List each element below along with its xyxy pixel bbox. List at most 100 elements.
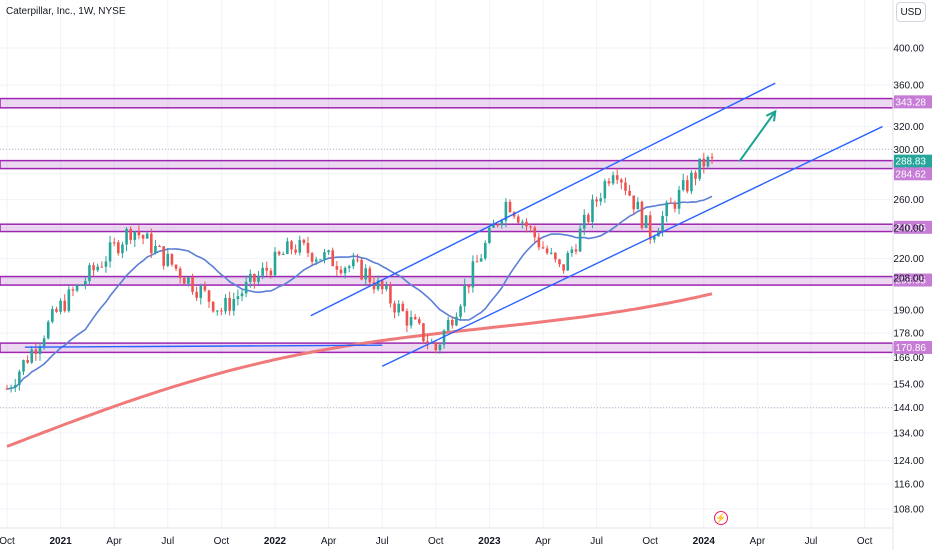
candle-body: [566, 252, 570, 271]
zone-band: [0, 275, 894, 286]
candle-body: [298, 239, 302, 253]
candle-body: [191, 277, 194, 292]
candle-body: [84, 281, 87, 285]
candle-body: [702, 158, 706, 167]
x-tick-label: Jul: [590, 536, 603, 547]
candle-body: [599, 198, 603, 202]
candle-body: [648, 215, 652, 240]
candle-body: [360, 259, 363, 280]
lightning-icon[interactable]: ⚡: [714, 511, 728, 525]
zone-price-tag: [894, 340, 932, 354]
zone-price-tag: [894, 273, 932, 287]
zone-band: [0, 159, 894, 170]
candle-body: [483, 242, 487, 259]
current-price-label: 288.83: [895, 157, 926, 168]
currency-button[interactable]: USD: [896, 2, 926, 22]
candle-body: [352, 259, 355, 267]
candle-body: [104, 261, 108, 267]
candle-body: [669, 202, 673, 204]
candle-body: [38, 346, 42, 355]
candle-body: [92, 265, 95, 271]
trend-drawings[interactable]: [24, 82, 883, 367]
candle-body: [63, 300, 67, 311]
candle-body: [88, 265, 91, 282]
candle-body: [302, 239, 306, 243]
support-resistance-zones[interactable]: 343.28 288.83 240.36 206.95 170.86: [0, 95, 932, 354]
candle-body: [710, 156, 714, 159]
candle-body: [166, 253, 170, 266]
candle-body: [240, 293, 244, 297]
candle-body: [463, 285, 466, 307]
candle-body: [59, 300, 62, 312]
candle-body: [591, 199, 594, 222]
x-tick-label: Jul: [161, 536, 174, 547]
candle-body: [525, 221, 528, 227]
candle-body: [615, 175, 619, 180]
y-tick-label: 320.00: [893, 122, 924, 133]
candle-body: [694, 172, 697, 179]
candle-body: [529, 226, 532, 228]
moving-averages: [6, 195, 713, 448]
candle-body: [232, 299, 236, 311]
candle-body: [624, 182, 627, 191]
x-tick-label: Apr: [750, 536, 766, 547]
candle-body: [269, 270, 273, 276]
candle-body: [323, 252, 326, 260]
x-tick-label: 2023: [478, 536, 501, 547]
candle-body: [108, 242, 112, 262]
candle-body: [574, 249, 578, 252]
zone-price-tag: [894, 220, 932, 234]
candle-body: [438, 344, 442, 351]
candle-body: [244, 281, 248, 294]
candle-body: [475, 261, 479, 263]
candle-body: [558, 259, 561, 265]
candle-body: [150, 233, 153, 253]
arrow-line: [738, 110, 777, 162]
candle-body: [129, 228, 132, 240]
x-axis: Oct 2021 Apr Jul Oct 2022 Apr Jul Oct 2023 Apr Jul O…: [0, 527, 893, 547]
x-tick-label: Apr: [106, 536, 122, 547]
candle-body: [582, 214, 586, 229]
candle-body: [79, 284, 83, 286]
x-tick-label: Oct: [857, 536, 873, 547]
candle-body: [137, 231, 141, 236]
candle-body: [327, 250, 330, 253]
candle-body: [294, 249, 297, 253]
candle-body: [13, 385, 17, 388]
candle-body: [496, 224, 499, 226]
candle-body: [673, 202, 677, 209]
x-tick-label: Oct: [642, 536, 658, 547]
y-tick-label: 144.00: [893, 403, 924, 414]
candle-body: [401, 303, 405, 312]
x-tick-label: 2022: [264, 536, 287, 547]
candle-body: [228, 297, 231, 311]
candle-body: [220, 310, 223, 312]
candle-body: [681, 180, 685, 190]
candle-body: [537, 237, 541, 248]
candle-body: [385, 285, 388, 290]
candle-body: [100, 266, 104, 268]
candle-body: [347, 266, 351, 268]
candle-body: [253, 273, 256, 282]
candle-body: [26, 360, 29, 363]
candle-body: [364, 268, 368, 280]
candle-body: [442, 330, 446, 345]
candle-body: [248, 273, 252, 282]
y-tick-label: 260.00: [893, 195, 924, 206]
candle-body: [67, 289, 71, 311]
candle-body: [310, 253, 314, 262]
candle-body: [516, 216, 520, 223]
candle-body: [125, 228, 128, 245]
candle-body: [174, 264, 178, 269]
candle-body: [46, 321, 50, 339]
arrow-head: [765, 109, 777, 122]
candle-body: [331, 250, 335, 267]
candle-body: [479, 258, 483, 262]
candle-body: [224, 297, 227, 312]
y-tick-label: 190.00: [893, 306, 924, 317]
x-tick-label: Oct: [214, 536, 230, 547]
y-tick-label: 360.00: [893, 81, 924, 92]
y-tick-label: 116.00: [894, 479, 924, 490]
candle-body: [236, 296, 240, 300]
